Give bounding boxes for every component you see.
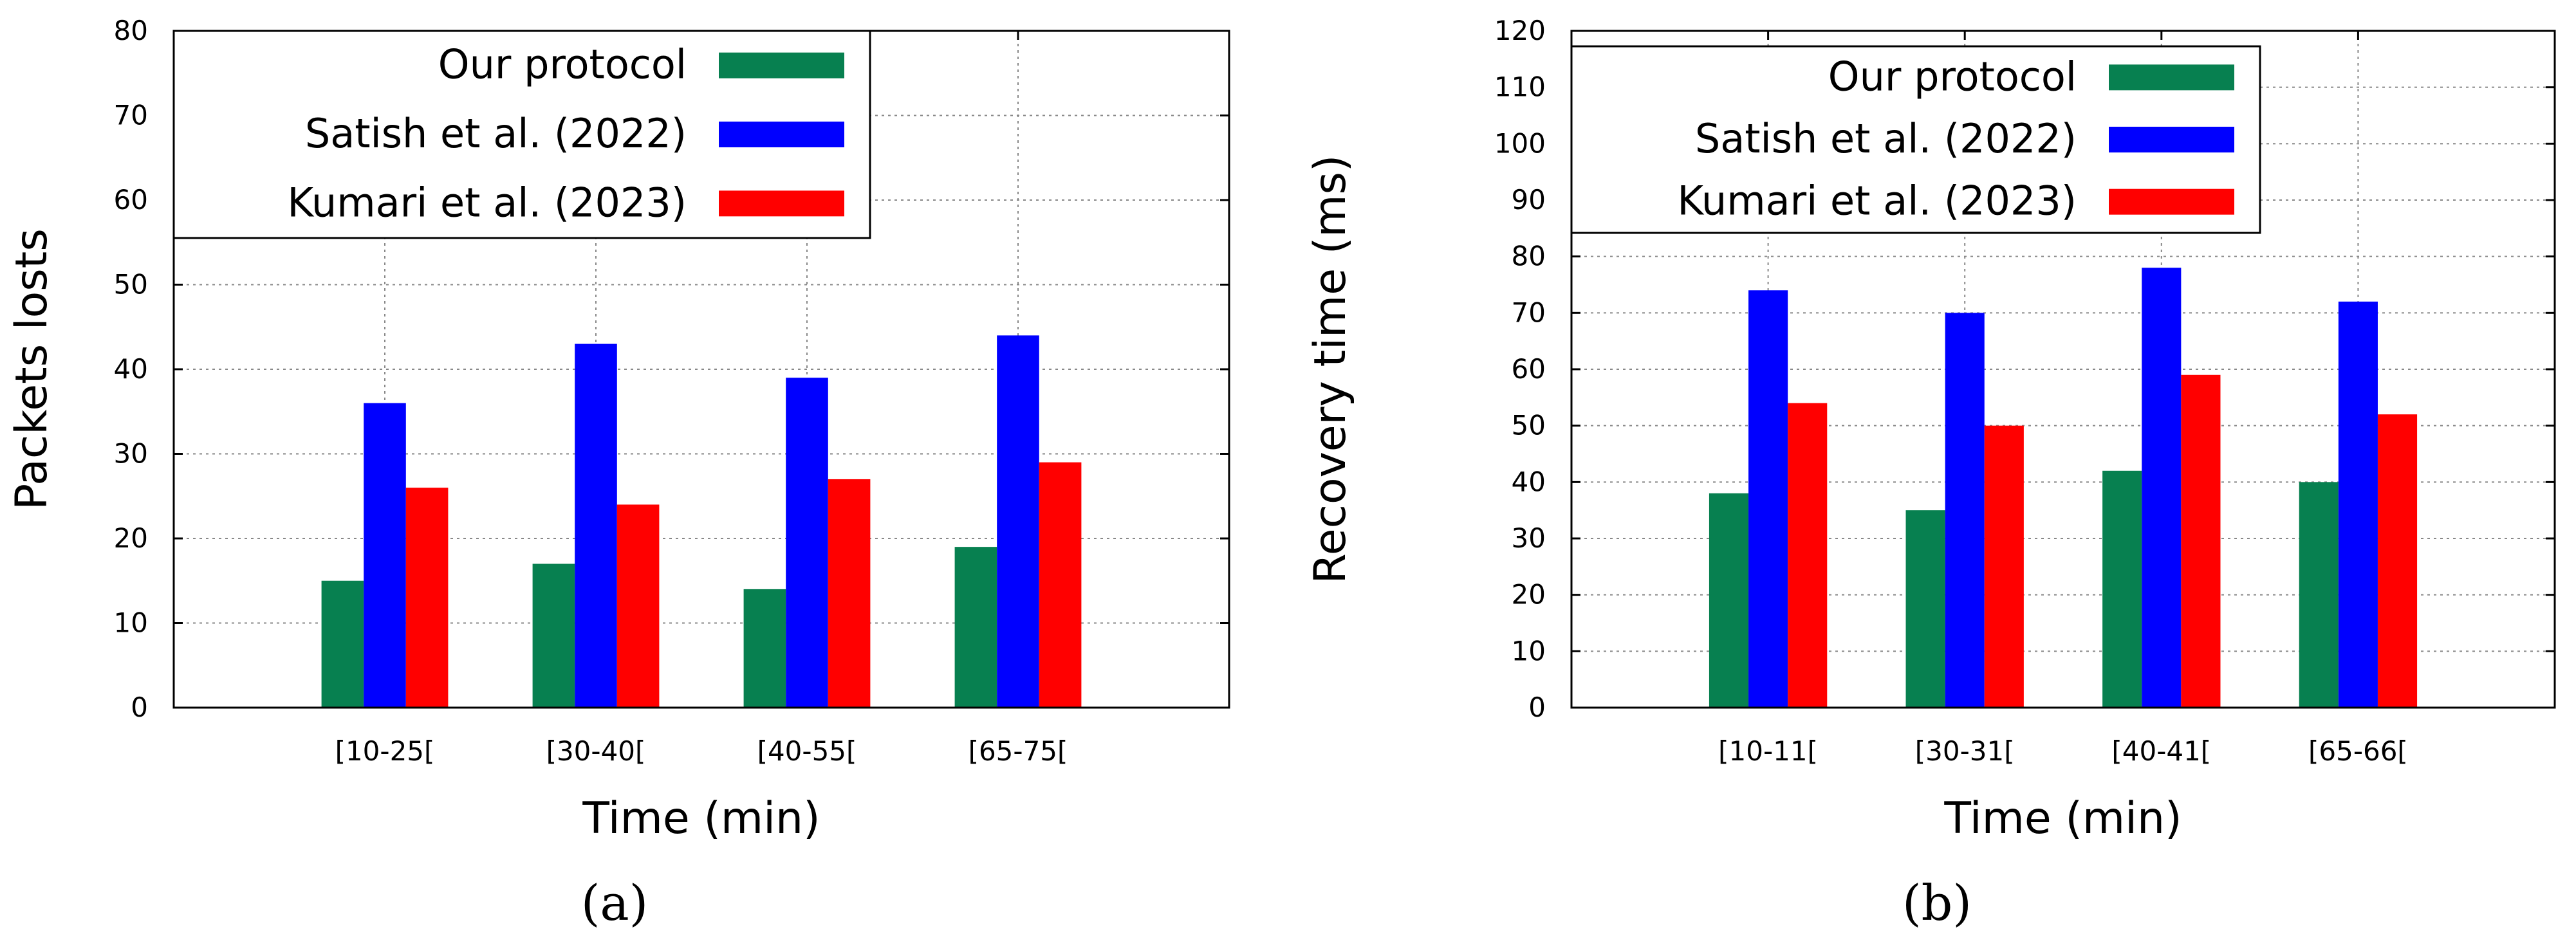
- x-tick-label: [10-11[: [1718, 735, 1818, 767]
- bar-0-3: [2299, 482, 2339, 708]
- y-tick-label: 0: [131, 692, 148, 723]
- bar-1-2: [2142, 268, 2182, 708]
- bar-1-0: [1748, 290, 1788, 708]
- x-tick-label: [40-41[: [2111, 735, 2211, 767]
- legend-swatch: [2109, 64, 2234, 91]
- bar-2-3: [1039, 462, 1082, 708]
- y-tick-label: 30: [114, 438, 148, 470]
- x-tick-label: [30-31[: [1915, 735, 2015, 767]
- legend-swatch: [2109, 188, 2234, 215]
- y-tick-label: 10: [1512, 635, 1546, 666]
- bar-0-1: [532, 564, 575, 708]
- plot-border: [1570, 30, 2556, 709]
- subfigure-caption: (b): [1902, 874, 1972, 931]
- x-axis-label: Time (min): [582, 793, 820, 844]
- y-tick-label: 110: [1494, 71, 1546, 103]
- bar-2-3: [2377, 414, 2418, 708]
- bar-1-1: [575, 344, 617, 708]
- y-tick-label: 40: [114, 353, 148, 385]
- y-tick-label: 20: [1512, 579, 1546, 610]
- y-tick-label: 60: [1512, 353, 1546, 385]
- y-tick-label: 40: [1512, 466, 1546, 497]
- x-tick-label: [30-40[: [546, 735, 646, 767]
- chart-b: 0 10 20 30 40 50 60 70 80 90 100 110 120 [10-11[ [30-3…: [1305, 15, 2556, 931]
- bar-0-1: [1905, 510, 1945, 708]
- legend-label: Our protocol: [438, 41, 687, 88]
- bar-0-2: [2102, 470, 2142, 708]
- legend-label: Satish et al. (2022): [305, 110, 687, 157]
- y-axis-label: Packets losts: [6, 228, 57, 510]
- y-tick-label: 70: [1512, 297, 1546, 328]
- y-tick-label: 30: [1512, 522, 1546, 554]
- bar-1-0: [364, 403, 406, 708]
- bar-0-3: [954, 547, 997, 708]
- x-tick-label: [65-75[: [968, 735, 1068, 767]
- bar-2-2: [2181, 374, 2221, 708]
- y-tick-label: 90: [1512, 184, 1546, 216]
- legend: Our protocol Satish et al. (2022) Kumari e…: [172, 30, 871, 239]
- bar-0-0: [321, 580, 364, 708]
- legend: Our protocol Satish et al. (2022) Kumari e…: [1570, 45, 2261, 234]
- bar-2-0: [405, 488, 449, 708]
- y-tick-label: 50: [1512, 410, 1546, 441]
- bar-2-2: [828, 479, 871, 708]
- bar-1-1: [1945, 313, 1985, 708]
- chart-a: 0 10 20 30 40 50 60 70 80 [10-25[ [30-40[ [40-55[ [6…: [6, 15, 1230, 931]
- bar-0-0: [1709, 493, 1749, 708]
- y-tick-label: 20: [114, 522, 148, 554]
- legend-swatch: [719, 190, 844, 217]
- y-tick-label: 80: [1512, 241, 1546, 272]
- legend-swatch: [719, 52, 844, 78]
- legend-swatch: [719, 122, 844, 147]
- x-tick-label: [65-66[: [2308, 735, 2408, 767]
- legend-swatch: [2109, 127, 2234, 152]
- y-tick-label: 10: [114, 607, 148, 639]
- x-axis-label: Time (min): [1943, 793, 2182, 844]
- bar-0-2: [743, 589, 786, 708]
- y-tick-label: 100: [1494, 127, 1546, 159]
- bar-2-0: [1788, 403, 1828, 708]
- legend-label: Kumari et al. (2023): [1677, 178, 2077, 225]
- legend-label: Satish et al. (2022): [1695, 115, 2077, 162]
- y-tick-label: 0: [1528, 692, 1546, 723]
- legend-label: Our protocol: [1828, 53, 2077, 100]
- bar-1-2: [786, 378, 828, 708]
- y-tick-label: 80: [114, 15, 148, 46]
- y-tick-label: 50: [114, 269, 148, 300]
- y-tick-label: 60: [114, 184, 148, 216]
- subfigure-caption: (a): [581, 874, 649, 931]
- y-tick-label: 70: [114, 100, 148, 131]
- x-tick-label: [40-55[: [757, 735, 857, 767]
- bar-2-1: [1984, 425, 2024, 708]
- bar-1-3: [2338, 301, 2378, 708]
- y-tick-label: 120: [1494, 15, 1546, 46]
- y-axis-label: Recovery time (ms): [1305, 155, 1356, 584]
- bar-1-3: [997, 335, 1039, 708]
- bar-2-1: [616, 504, 660, 708]
- x-tick-label: [10-25[: [335, 735, 435, 767]
- legend-label: Kumari et al. (2023): [287, 179, 687, 226]
